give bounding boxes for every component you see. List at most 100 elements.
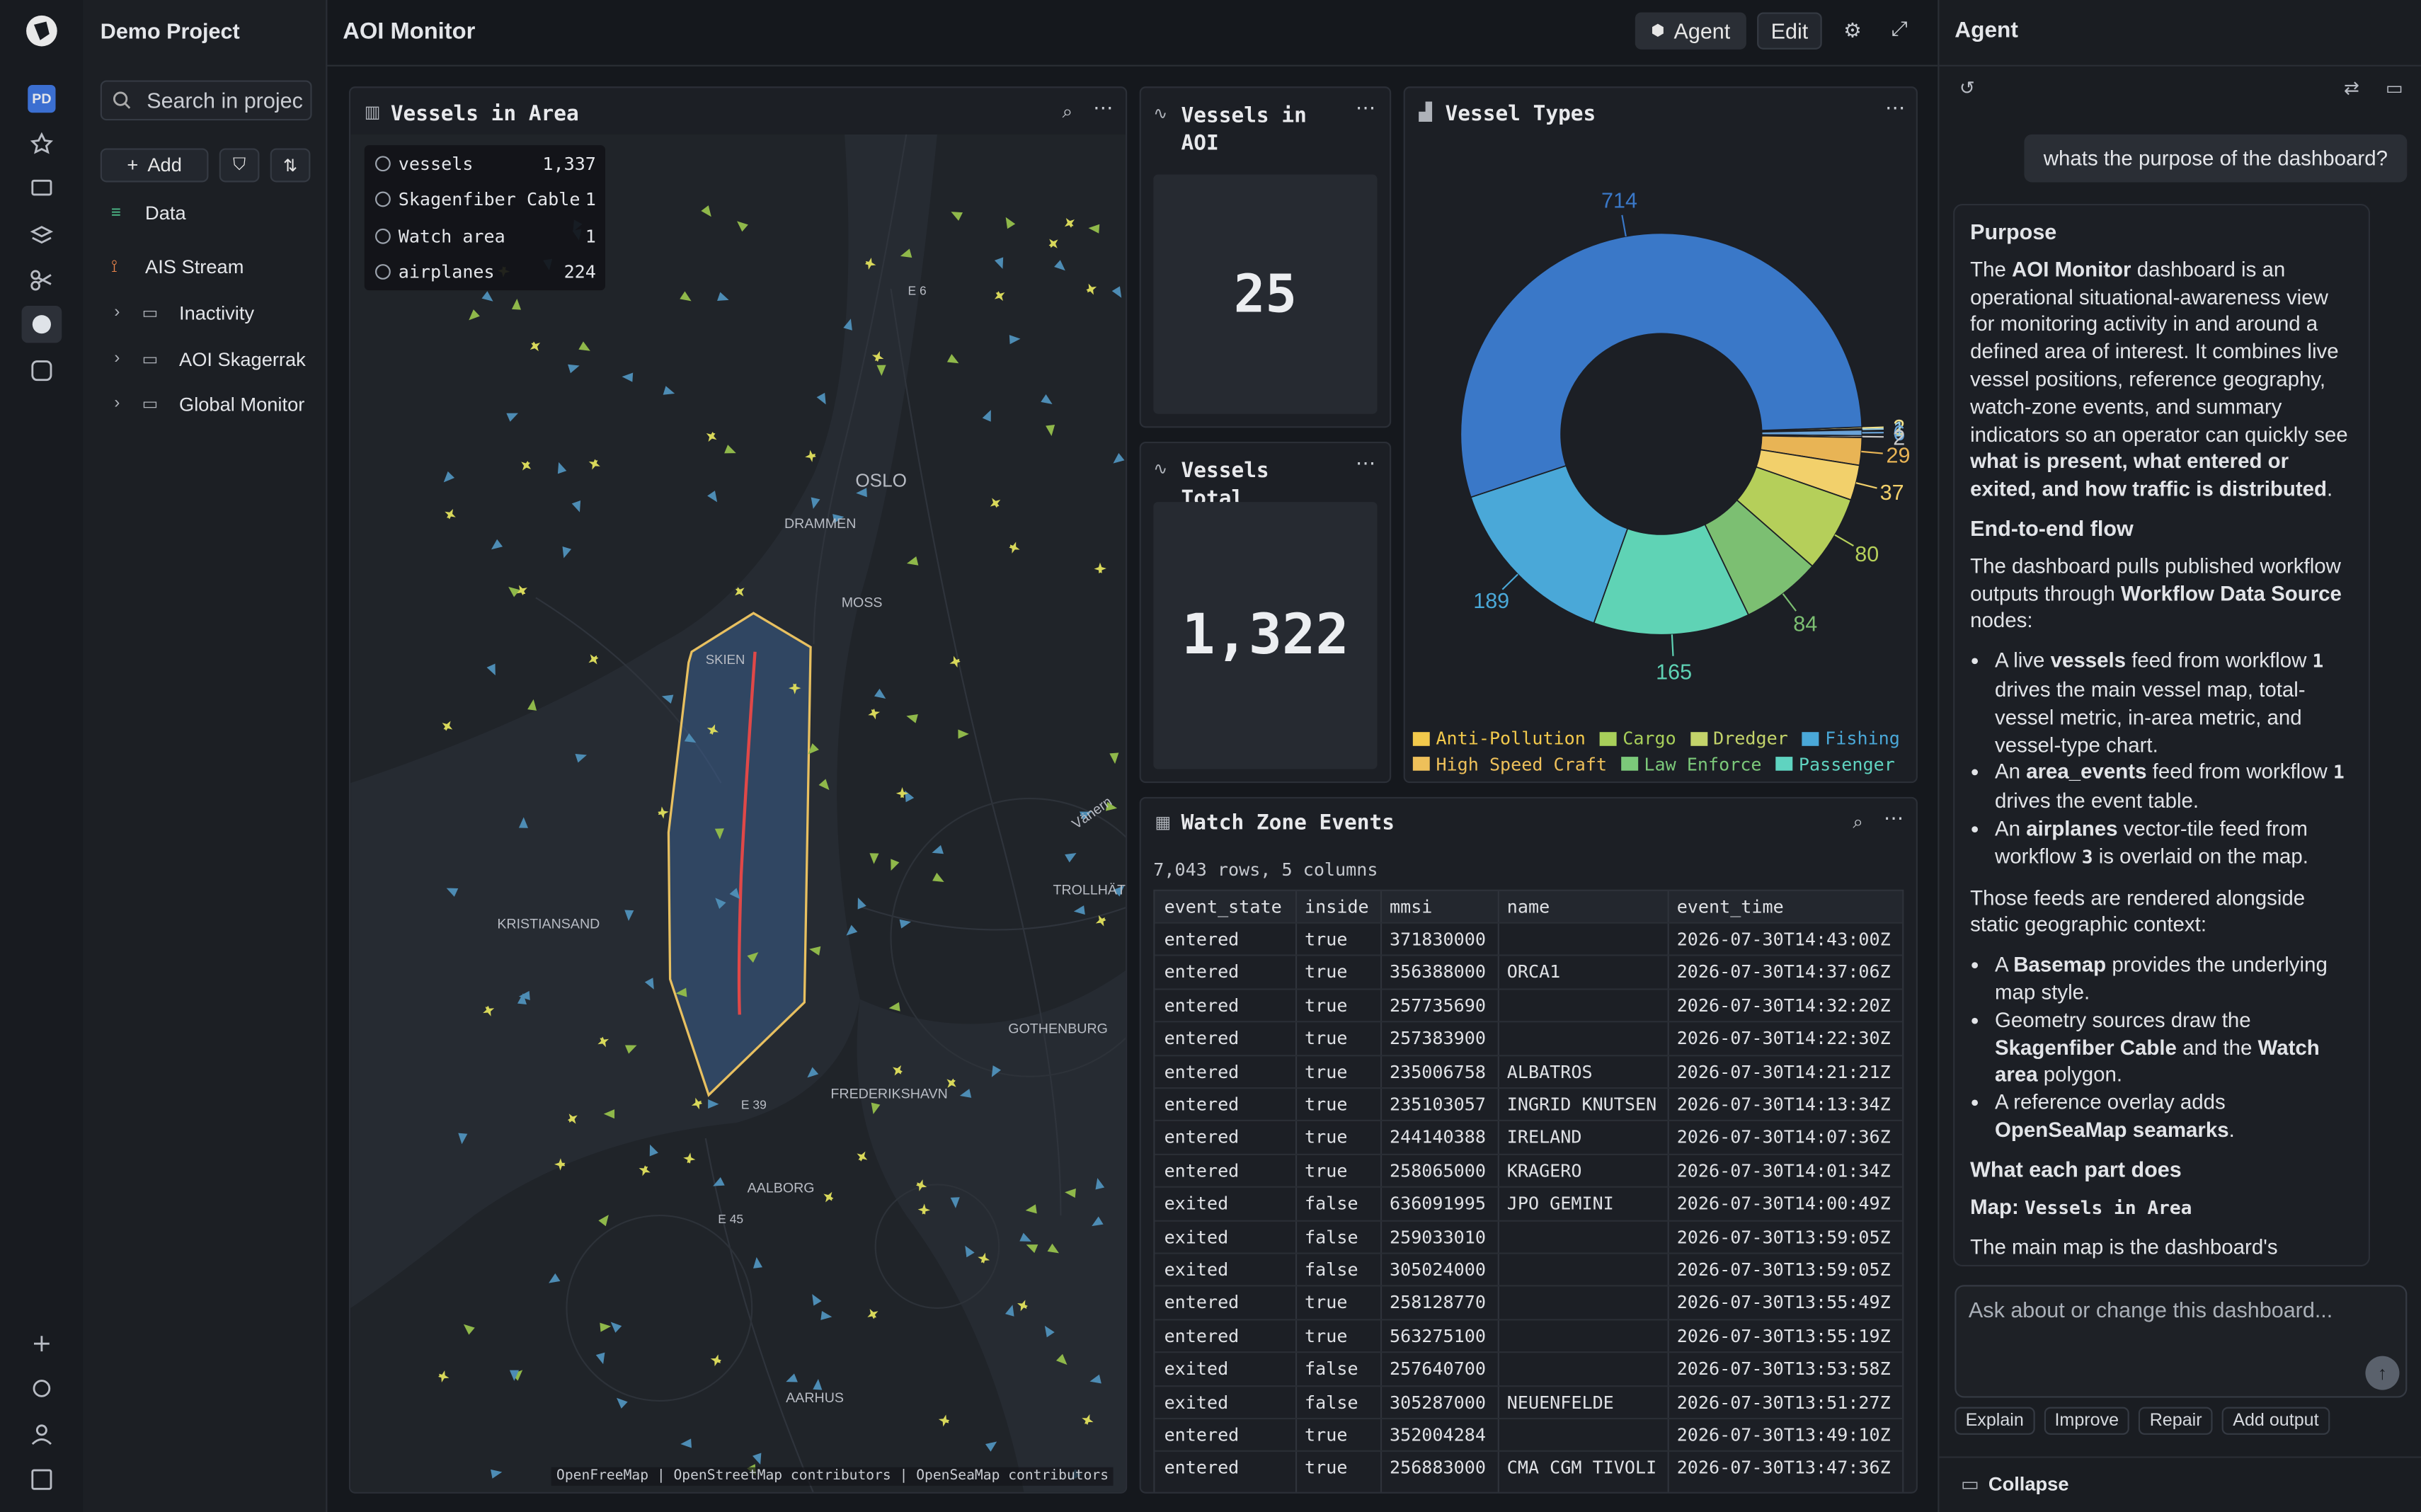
- rail-icons: [21, 15, 62, 1490]
- legend-item[interactable]: High Speed Craft: [1412, 751, 1607, 775]
- send-button[interactable]: ↑: [2365, 1356, 2400, 1390]
- table-cell: false: [1305, 1192, 1358, 1215]
- legend-item[interactable]: Law Enforce: [1620, 751, 1762, 775]
- table-cell: 2026-07-30T14:43:00Z: [1676, 928, 1891, 950]
- legend-item[interactable]: Cargo: [1599, 726, 1676, 751]
- vessel: [508, 586, 520, 597]
- layer-toggle[interactable]: [375, 263, 391, 280]
- fullscreen-button[interactable]: ⤢: [1891, 17, 1908, 40]
- collapse-button[interactable]: ▭ Collapse: [1961, 1473, 2069, 1496]
- layer-name: Watch area: [398, 224, 505, 247]
- place-label: DRAMMEN: [784, 516, 856, 532]
- agent-divider: [1939, 64, 2421, 67]
- table-cell: 636091995: [1390, 1192, 1486, 1215]
- vessel: [994, 257, 1004, 269]
- legend-item[interactable]: Passenger: [1775, 751, 1895, 775]
- metric-title: Vessels in AOI: [1181, 103, 1307, 156]
- suggestion-chip[interactable]: Explain: [1954, 1407, 2035, 1435]
- vessel: [717, 292, 729, 301]
- folder-icon: ▭: [142, 304, 159, 323]
- events-menu[interactable]: ⋯: [1883, 806, 1904, 830]
- column-header[interactable]: event_state: [1164, 895, 1282, 918]
- table-cell: entered: [1164, 994, 1240, 1016]
- map-menu[interactable]: ⋯: [1093, 96, 1114, 120]
- layer-toggle[interactable]: [375, 192, 391, 208]
- vessel: [876, 365, 886, 376]
- layer-toggle[interactable]: [375, 228, 391, 244]
- map-search[interactable]: ⌕: [1062, 100, 1073, 122]
- settings-button[interactable]: ⚙: [1843, 18, 1862, 42]
- agent-settings[interactable]: ⇄: [2343, 77, 2359, 99]
- table-cell: IRELAND: [1506, 1126, 1582, 1148]
- bold-run: Map:: [1970, 1194, 2025, 1218]
- vessel: [808, 743, 819, 755]
- active-icon: [32, 315, 51, 334]
- slice-label: 6: [1893, 421, 1905, 445]
- table-icon: ▦: [1155, 813, 1172, 833]
- legend-item[interactable]: Dredger: [1690, 726, 1788, 751]
- text-run: A: [1995, 953, 2014, 977]
- prompt-input[interactable]: Ask about or change this dashboard... ↑: [1954, 1285, 2408, 1398]
- table-cell: 2026-07-30T14:21:21Z: [1676, 1060, 1891, 1082]
- column-header[interactable]: inside: [1305, 895, 1369, 918]
- layer-name: airplanes: [398, 260, 495, 283]
- filter-button[interactable]: ⛉: [219, 148, 260, 183]
- table-cell: false: [1305, 1259, 1358, 1281]
- new-chat[interactable]: ▭: [2385, 77, 2403, 99]
- legend-item[interactable]: Anti-Pollution: [1412, 726, 1586, 751]
- suggestion-chip[interactable]: Add output: [2221, 1407, 2330, 1435]
- contour: [566, 1215, 753, 1402]
- events-search[interactable]: ⌕: [1853, 811, 1864, 833]
- legend-item[interactable]: Fishing: [1802, 726, 1900, 751]
- vessel: [809, 946, 821, 956]
- slice-leader: [1855, 482, 1877, 489]
- airplane: [946, 1078, 956, 1088]
- text-run: A reference overlay adds: [1995, 1090, 2226, 1114]
- vessel: [1109, 752, 1119, 764]
- tree-item[interactable]: AIS Stream: [145, 256, 244, 278]
- column-header[interactable]: event_time: [1676, 895, 1784, 918]
- vessel: [575, 753, 588, 763]
- edit-button[interactable]: Edit: [1757, 12, 1822, 50]
- airplane: [857, 1151, 868, 1162]
- answer-list-item: A Basemap provides the underlying map st…: [1995, 951, 2353, 1007]
- project-name[interactable]: Demo Project: [100, 18, 240, 44]
- airplane: [949, 655, 961, 668]
- vessel-types-menu[interactable]: ⋯: [1885, 96, 1906, 120]
- metric-menu[interactable]: ⋯: [1356, 96, 1376, 120]
- tree-folder[interactable]: AOI Skagerrak: [179, 348, 306, 370]
- bold-run: area_events: [2026, 760, 2147, 784]
- vessel: [807, 1067, 819, 1078]
- table-cell: 257640700: [1390, 1358, 1486, 1380]
- vessel: [906, 556, 919, 566]
- logo-mark: [33, 21, 50, 40]
- tree-item[interactable]: Data: [145, 202, 186, 224]
- table-cell: 352004284: [1390, 1424, 1486, 1446]
- tree-folder[interactable]: Global Monitor: [179, 394, 305, 416]
- tree-folder[interactable]: Inactivity: [179, 302, 255, 325]
- table-cell: true: [1305, 1060, 1348, 1082]
- row-divider: [1155, 922, 1903, 924]
- vessel: [707, 491, 718, 503]
- add-button[interactable]: + Add: [100, 148, 209, 183]
- suggestion-chip[interactable]: Repair: [2139, 1407, 2213, 1435]
- suggestion-chip[interactable]: Improve: [2044, 1407, 2130, 1435]
- road: [890, 288, 1062, 1216]
- sort-button[interactable]: ⇅: [270, 148, 311, 183]
- agent-button[interactable]: ⬢ Agent: [1635, 12, 1746, 50]
- search-box[interactable]: Search in projec: [100, 80, 312, 121]
- avatar[interactable]: PD: [28, 85, 56, 113]
- table-cell: exited: [1164, 1358, 1229, 1380]
- layer-toggle[interactable]: [375, 156, 391, 172]
- vessel: [1080, 811, 1092, 820]
- text-run: feed from workflow: [2126, 648, 2313, 672]
- map-canvas[interactable]: OSLO DRAMMEN MOSS SKIEN KRISTIANSAND GOTHENBU…: [350, 134, 1127, 1494]
- vessel: [713, 1176, 725, 1186]
- column-header[interactable]: name: [1506, 895, 1550, 918]
- metric-menu[interactable]: ⋯: [1356, 451, 1376, 474]
- vessel: [511, 1370, 523, 1381]
- vessel: [786, 1373, 798, 1382]
- airplane: [1017, 1300, 1028, 1312]
- column-header[interactable]: mmsi: [1390, 895, 1433, 918]
- history-button[interactable]: ↺: [1959, 77, 1975, 99]
